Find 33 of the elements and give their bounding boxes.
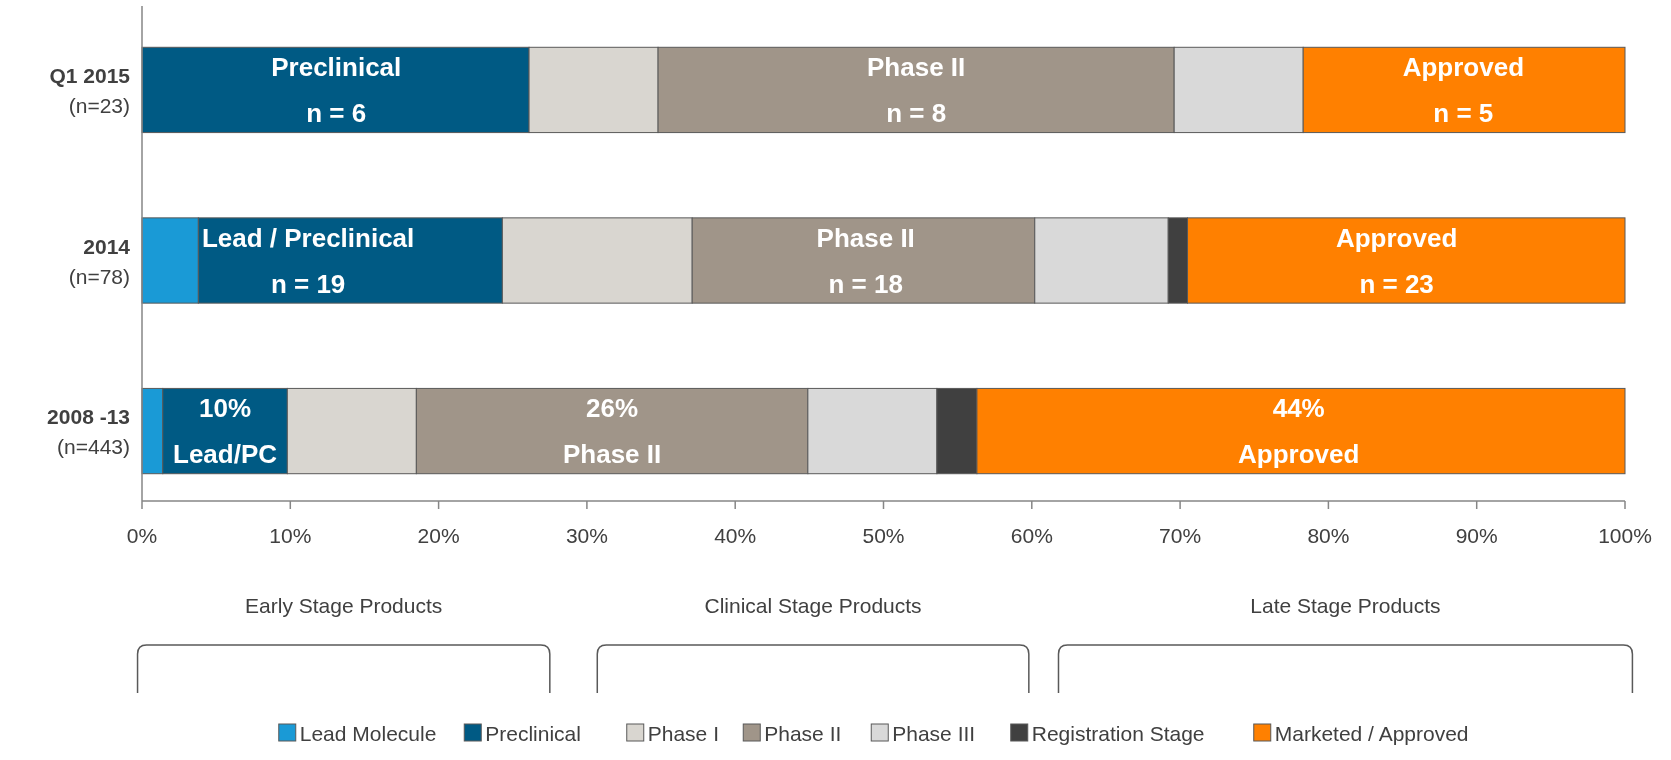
x-tick-label: 50%: [862, 524, 905, 547]
legend-label: Lead Molecule: [299, 721, 437, 745]
x-tick-label: 20%: [417, 524, 460, 547]
legend-label: Phase I: [647, 721, 719, 745]
annotation: Phase II n = 8: [866, 51, 966, 128]
x-tick-label: 30%: [565, 524, 608, 547]
annotation: 26% Phase II: [562, 393, 662, 470]
legend-label: Preclinical: [485, 721, 581, 745]
y-tick-label: 2008 -13 (n=443): [47, 404, 130, 458]
text: Late Stage Products: [1250, 594, 1441, 617]
x-tick-label: 70%: [1159, 524, 1202, 547]
legend-label: Registration Stage: [1031, 721, 1205, 745]
x-tick-label: 0%: [126, 524, 158, 547]
annotation: Preclinical n = 6: [271, 51, 402, 128]
y-tick-label: Q1 2015 (n=23): [49, 63, 131, 117]
y-tick-label: 2014 (n=78): [68, 234, 131, 287]
x-tick-label: 40%: [714, 524, 757, 547]
annotation: Phase II n = 18: [816, 222, 915, 299]
legend-label: Marketed / Approved: [1274, 721, 1469, 745]
annotation: 10% Lead/PC: [173, 393, 278, 470]
x-tick-label: 60%: [1010, 524, 1053, 547]
annotation: Approved n = 23: [1335, 222, 1458, 299]
annotation: Lead / Preclinical n = 19: [201, 222, 415, 299]
x-tick-label: 10%: [269, 524, 312, 547]
text: Clinical Stage Products: [704, 594, 922, 617]
text: Early Stage Products: [245, 594, 443, 617]
legend-label: Phase II: [764, 721, 842, 745]
legend-label: Phase III: [892, 721, 976, 745]
annotation: Approved n = 5: [1402, 51, 1525, 128]
annotation: 44% Approved: [1238, 393, 1360, 470]
x-tick-label: 90%: [1455, 524, 1498, 547]
x-tick-label: 80%: [1307, 524, 1350, 547]
x-tick-label: 100%: [1598, 524, 1652, 547]
